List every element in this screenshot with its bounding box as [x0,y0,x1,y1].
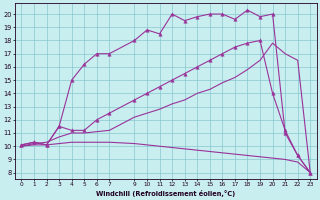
X-axis label: Windchill (Refroidissement éolien,°C): Windchill (Refroidissement éolien,°C) [96,190,236,197]
